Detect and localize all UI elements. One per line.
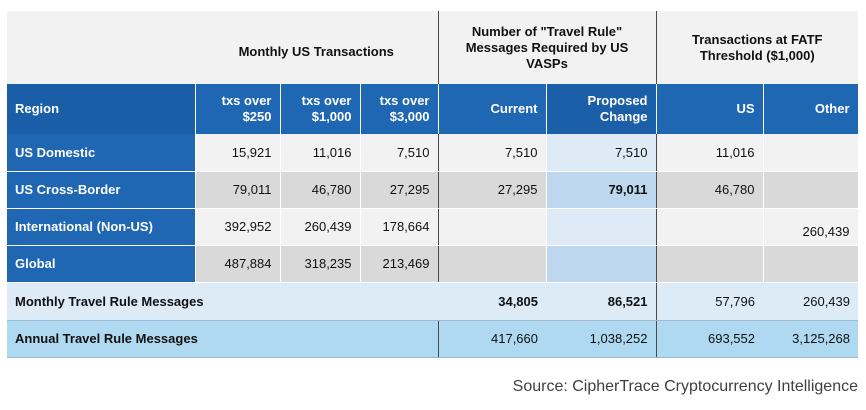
table-row: US Domestic 15,921 11,016 7,510 7,510 7,…: [7, 134, 859, 172]
source-note: Source: CipherTrace Cryptocurrency Intel…: [512, 378, 858, 395]
col-header-region: Region: [7, 84, 196, 134]
col-header-txs-3000: txs over $3,000: [360, 84, 439, 134]
table-cell: [546, 245, 657, 283]
table-row: International (Non-US) 392,952 260,439 1…: [7, 208, 859, 246]
col-header-proposed: Proposed Change: [546, 84, 657, 134]
table-cell: [656, 208, 764, 246]
table-cell: [546, 208, 657, 246]
table-cell: 178,664: [360, 208, 439, 246]
table-cell: 7,510: [360, 134, 439, 172]
row-label: US Cross-Border: [7, 171, 196, 209]
table-cell: 15,921: [195, 134, 281, 172]
summary-label: Annual Travel Rule Messages: [7, 320, 439, 358]
group-header-row: Monthly US Transactions Number of "Trave…: [7, 11, 858, 84]
table-cell: 7,510: [438, 134, 547, 172]
table-cell: 34,805: [438, 281, 546, 321]
table-cell: [763, 134, 859, 172]
travel-rule-table: Monthly US Transactions Number of "Trave…: [7, 11, 859, 358]
table-cell: 487,884: [195, 245, 281, 283]
table-cell: 79,011: [195, 171, 281, 209]
table-cell: [763, 171, 859, 209]
column-header-row: Region txs over $250 txs over $1,000 txs…: [7, 84, 859, 134]
table-cell: 213,469: [360, 245, 439, 283]
table-cell: 46,780: [656, 171, 764, 209]
table-cell: 11,016: [280, 134, 361, 172]
group-header-fatf: Transactions at FATF Threshold ($1,000): [656, 11, 858, 84]
table-cell: 3,125,268: [763, 320, 858, 358]
table-cell: 260,439: [280, 208, 361, 246]
col-header-txs-250: txs over $250: [195, 84, 281, 134]
row-label: US Domestic: [7, 134, 196, 172]
row-label: Global: [7, 245, 196, 283]
table-cell: 27,295: [438, 171, 547, 209]
table-cell: [438, 208, 547, 246]
table-cell: 86,521: [546, 281, 657, 321]
table-cell: 79,011: [546, 171, 657, 209]
col-header-other: Other: [763, 84, 859, 134]
table-cell: 7,510: [546, 134, 657, 172]
group-header-travel-rule: Number of "Travel Rule" Messages Require…: [438, 11, 657, 84]
table-cell: [438, 245, 547, 283]
table-cell: 693,552: [656, 320, 763, 358]
table-row: US Cross-Border 79,011 46,780 27,295 27,…: [7, 171, 859, 209]
table-cell: 392,952: [195, 208, 281, 246]
group-header-monthly: Monthly US Transactions: [195, 11, 439, 84]
table-cell: 11,016: [656, 134, 764, 172]
table-cell: 318,235: [280, 245, 361, 283]
col-header-txs-1000: txs over $1,000: [280, 84, 361, 134]
table-cell: 46,780: [280, 171, 361, 209]
summary-row-annual: Annual Travel Rule Messages 417,660 1,03…: [7, 320, 858, 358]
table-cell: 260,439: [763, 208, 859, 246]
col-header-current: Current: [438, 84, 547, 134]
table-cell: 417,660: [438, 320, 546, 358]
col-header-us: US: [656, 84, 764, 134]
table-cell: [656, 245, 764, 283]
table-row: Global 487,884 318,235 213,469: [7, 245, 859, 283]
table-cell: 260,439: [763, 281, 858, 321]
summary-row-monthly: Monthly Travel Rule Messages 34,805 86,5…: [7, 281, 858, 321]
table-cell: 57,796: [656, 281, 763, 321]
row-label: International (Non-US): [7, 208, 196, 246]
table-cell: 1,038,252: [546, 320, 657, 358]
group-header-blank: [7, 11, 195, 84]
summary-label: Monthly Travel Rule Messages: [7, 281, 438, 321]
table-cell: 27,295: [360, 171, 439, 209]
table-cell: [763, 245, 859, 283]
